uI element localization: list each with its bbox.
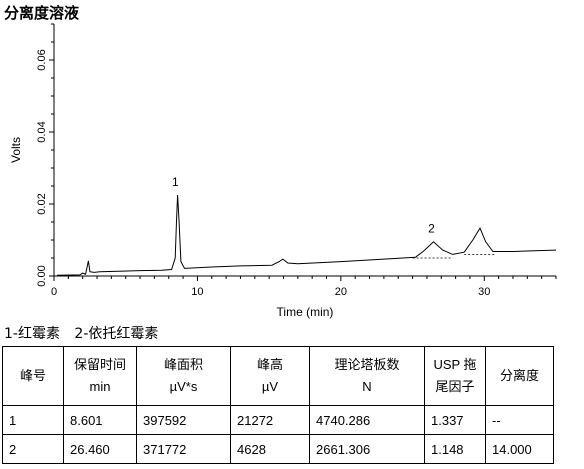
peak-label: 2 [428, 222, 435, 236]
y-tick-label: 0.00 [36, 265, 48, 286]
table-cell: 4628 [230, 434, 310, 464]
table-cell: 2 [2, 434, 64, 464]
x-axis-label: Time (min) [277, 305, 334, 319]
table-cell: 1.148 [424, 434, 486, 464]
x-tick-label: 10 [191, 286, 203, 298]
results-table: 峰号 保留时间 min 峰面积 µV*s 峰高 µV 理论塔板数 N USP 拖尾因子 … [2, 346, 554, 464]
table-cell: 1.337 [424, 405, 486, 435]
peak-legend: 1-红霉素 2-依托红霉素 [4, 323, 168, 343]
peak-label: 1 [172, 175, 179, 189]
header-theoretical-plates: 理论塔板数 N [309, 346, 425, 406]
table-cell: 26.460 [63, 434, 137, 464]
table-cell: 2661.306 [309, 434, 425, 464]
peak-legend-item-1: 1-红霉素 [4, 326, 60, 342]
header-resolution: 分离度 [485, 346, 554, 406]
y-tick-label: 0.06 [36, 49, 48, 70]
table-cell: 8.601 [63, 405, 137, 435]
y-axis-label: Volts [9, 137, 23, 163]
header-retention-time: 保留时间 min [63, 346, 137, 406]
y-tick-label: 0.04 [36, 121, 48, 142]
x-tick-label: 30 [478, 286, 490, 298]
table-row: 2 26.460 371772 4628 2661.306 1.148 14.0… [2, 434, 554, 464]
chromatogram-chart: 0 10 20 30 0.00 0.02 0.04 0.06 Time (min) Volts 1 2 [9, 23, 557, 319]
page-title: 分离度溶液 [4, 4, 80, 22]
table-row: 1 8.601 397592 21272 4740.286 1.337 -- [2, 405, 554, 435]
header-peak-height: 峰高 µV [230, 346, 310, 406]
header-usp-tailing: USP 拖尾因子 [424, 346, 486, 406]
x-tick-label: 20 [335, 286, 347, 298]
y-tick-label: 0.02 [36, 193, 48, 214]
table-cell: 14.000 [485, 434, 554, 464]
table-cell: 397592 [136, 405, 231, 435]
header-peak-area: 峰面积 µV*s [136, 346, 231, 406]
chromatogram-trace [56, 194, 557, 276]
table-cell: 21272 [230, 405, 310, 435]
table-cell: 4740.286 [309, 405, 425, 435]
table-header-row: 峰号 保留时间 min 峰面积 µV*s 峰高 µV 理论塔板数 N USP 拖尾因子 … [2, 346, 554, 406]
x-tick-label: 0 [51, 286, 57, 298]
header-peak-number: 峰号 [2, 346, 64, 406]
table-cell: 371772 [136, 434, 231, 464]
peak-legend-item-2: 2-依托红霉素 [74, 326, 159, 342]
table-cell: 1 [2, 405, 64, 435]
table-cell: -- [485, 405, 554, 435]
